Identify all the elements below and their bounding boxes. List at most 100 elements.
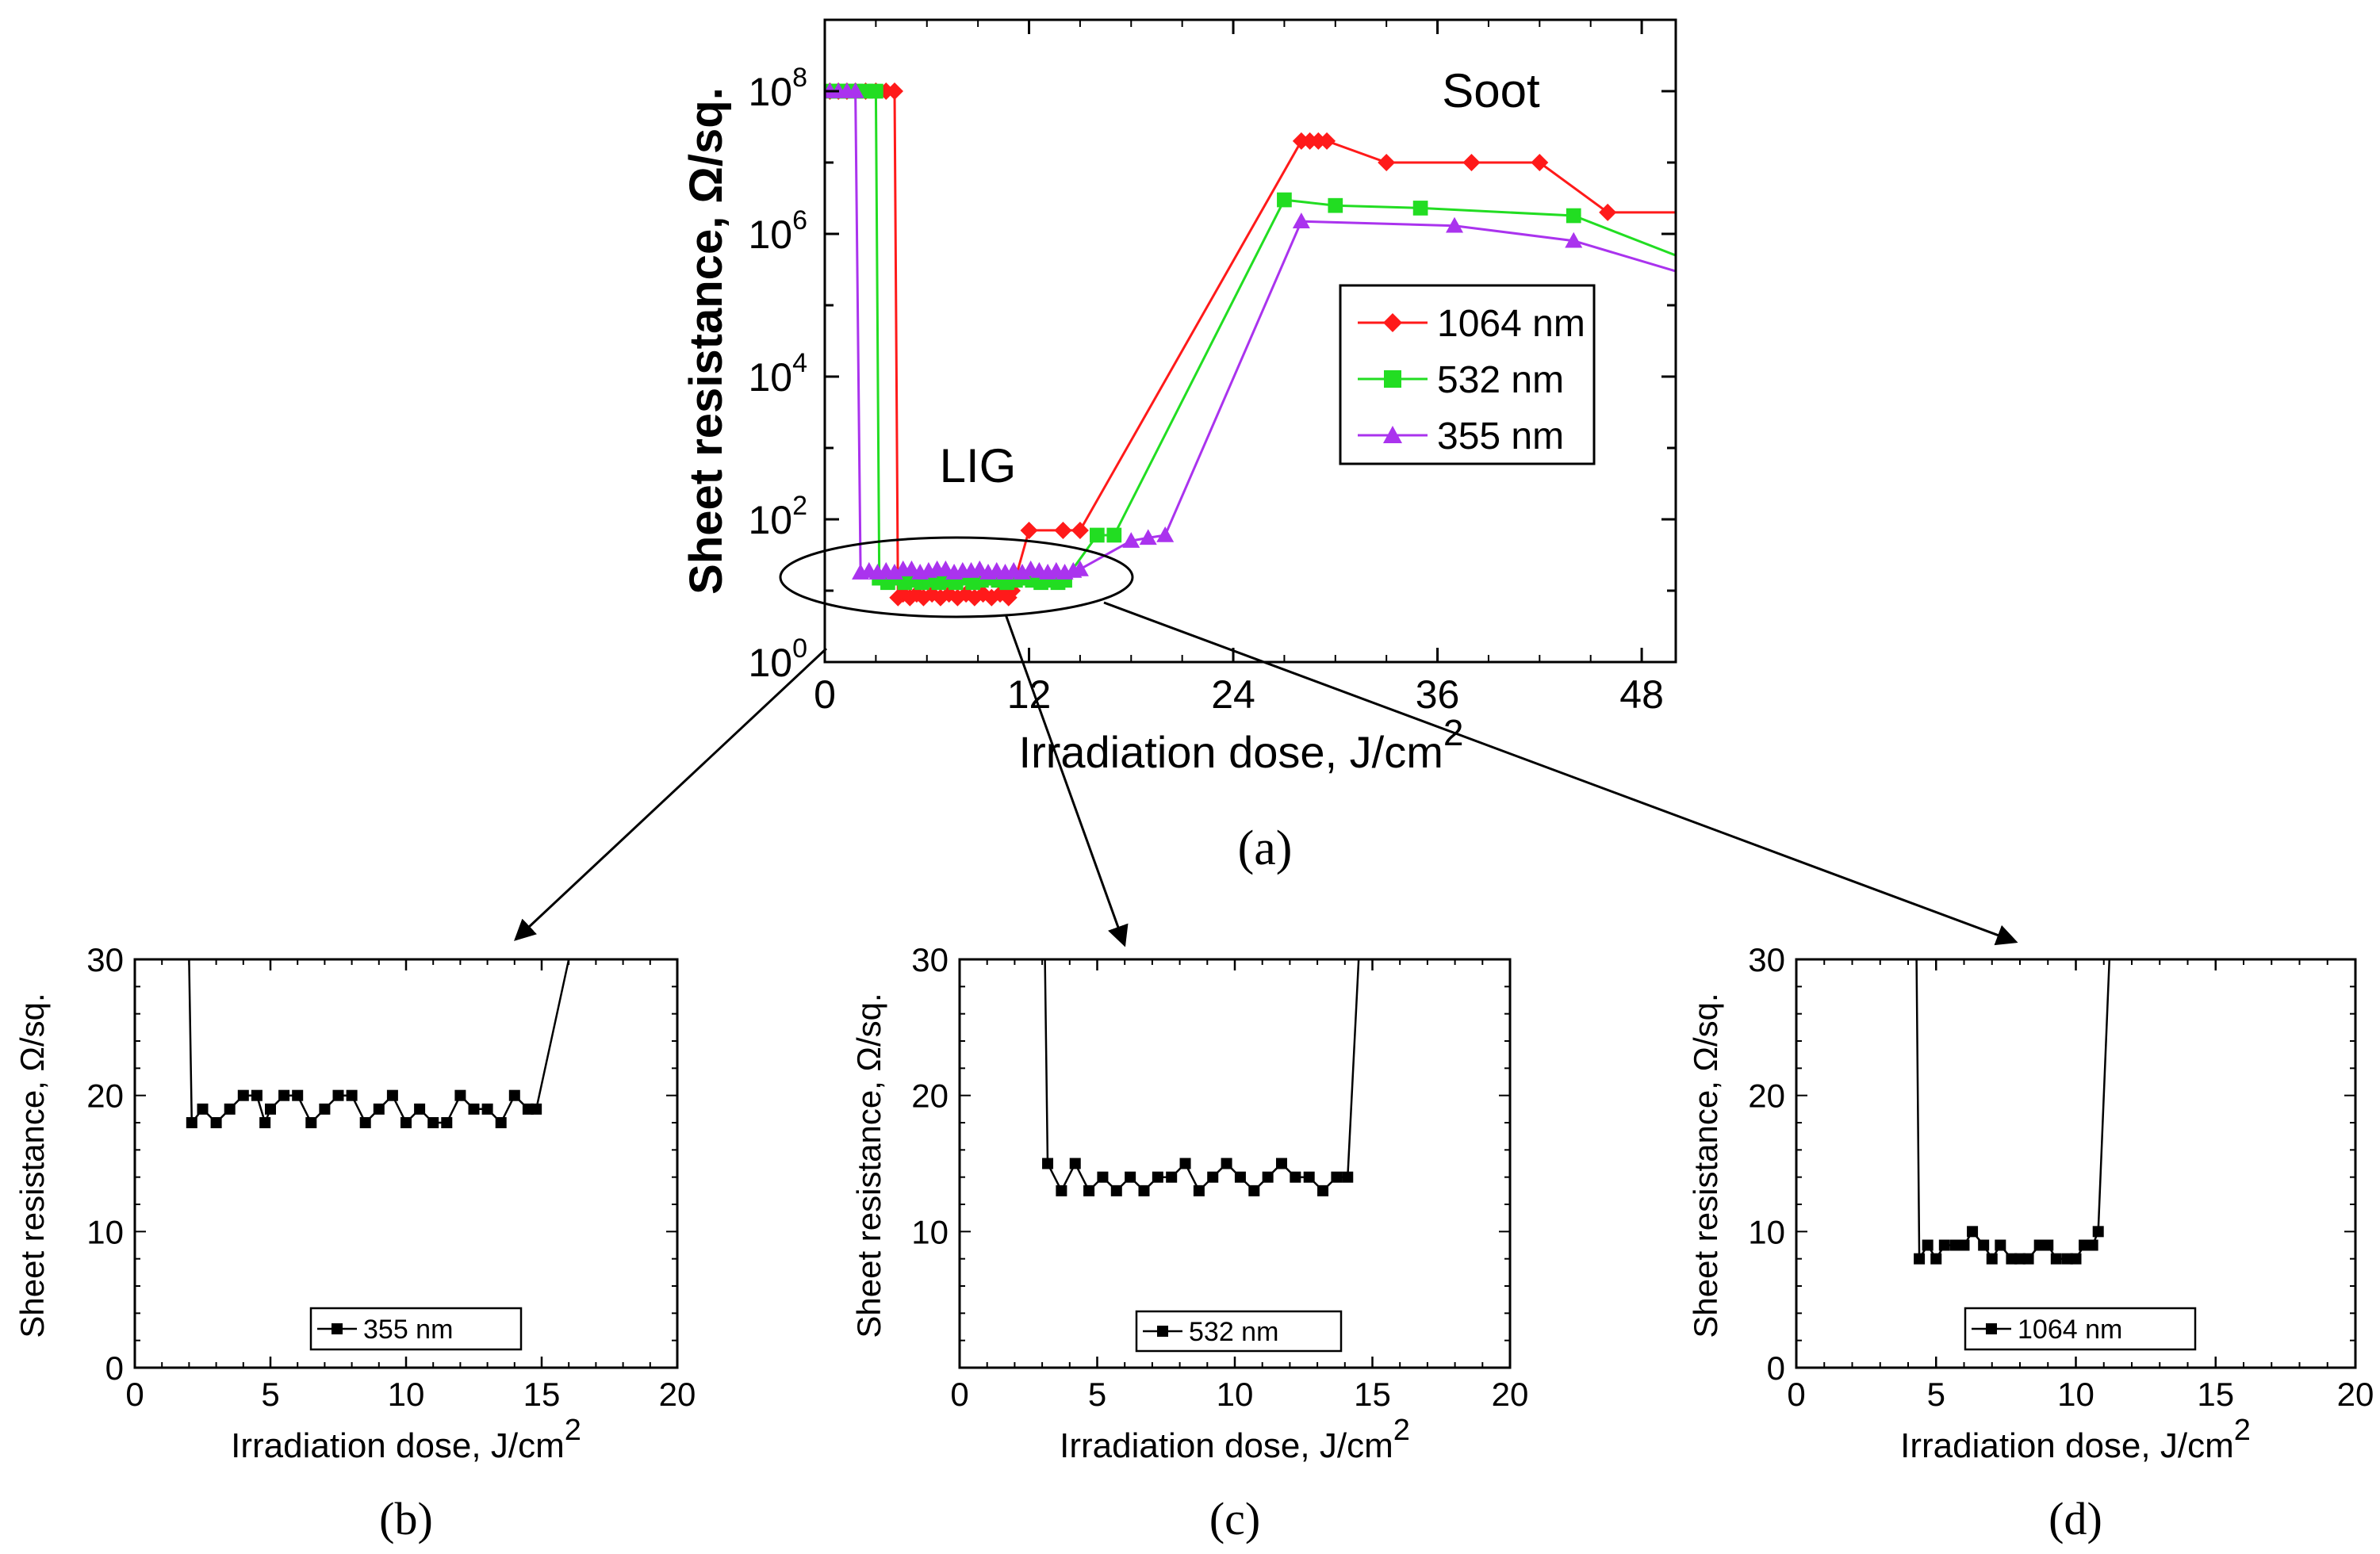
y-tick-base-a: 10 [748, 641, 792, 685]
series-b-point [386, 1089, 398, 1101]
legend-532-marker [1384, 370, 1401, 388]
series-c-point [1110, 1185, 1122, 1196]
series-b-point [414, 1103, 426, 1115]
y-tick-exp-a: 6 [792, 205, 807, 235]
y-tick-label-c: 10 [911, 1213, 949, 1250]
series-c-point [1069, 1158, 1081, 1169]
d-series-clip [1914, 959, 2111, 1265]
series-c-point [1042, 1158, 1054, 1169]
xlabel-a: Irradiation dose, J/cm2 [1019, 712, 1464, 777]
y-tick-label-a: 108 [748, 63, 807, 114]
series-b-point [332, 1089, 344, 1101]
legend-d: 1064 nm [1964, 1307, 2197, 1351]
panel-d-chart: 0 5 10 15 20 0 10 20 30 1064 nm Irradiation dose… [1687, 941, 2374, 1544]
y-tick-label-a: 106 [748, 205, 807, 257]
legend-b: 355 nm [309, 1307, 523, 1351]
y-tick-label-d: 10 [1748, 1213, 1785, 1250]
caption-b: (b) [379, 1493, 433, 1544]
series-d-point [1930, 1253, 1942, 1265]
series-b-point [259, 1117, 271, 1128]
x-tick-label-b: 15 [523, 1376, 561, 1413]
y-tick-label-b: 20 [86, 1077, 124, 1115]
y-tick-label-b: 10 [86, 1213, 124, 1250]
series-c-point [1083, 1185, 1095, 1196]
series-b-point [508, 1089, 520, 1101]
y-tick-exp-a: 4 [792, 348, 807, 378]
series-d-point [1914, 1253, 1926, 1265]
x-tick-label-b: 10 [388, 1376, 425, 1413]
series-355-nm-point [1565, 232, 1583, 248]
y-tick-label-d: 20 [1748, 1077, 1785, 1115]
series-d-point [1938, 1239, 1950, 1251]
series-c-point [1097, 1171, 1109, 1183]
legend-a: 1064 nm 532 nm 355 nm [1339, 284, 1596, 465]
series-355-nm-point [1292, 212, 1310, 228]
series-b-point [251, 1089, 263, 1101]
y-tick-base-a: 10 [748, 498, 792, 542]
series-b-point [531, 1103, 542, 1115]
panel-c-chart: 0 5 10 15 20 10 20 30 532 nm Irradiation dose, … [850, 941, 1528, 1544]
xlabel-d: Irradiation dose, J/cm2 [1900, 1414, 2251, 1465]
series-532-nm-point [1566, 208, 1581, 224]
series-b-point [197, 1103, 209, 1115]
x-tick-label-b: 5 [261, 1376, 279, 1413]
arrow-to-d [1103, 601, 2018, 946]
series-c-point [1166, 1171, 1178, 1183]
series-1064-nm-point [1531, 154, 1549, 171]
arrow-to-b [514, 647, 828, 941]
series-d-point [1949, 1239, 1961, 1251]
caption-a: (a) [1238, 821, 1293, 875]
y-tick-label-b: 30 [86, 941, 124, 978]
y-tick-exp-a: 0 [792, 633, 807, 664]
x-tick-label-a: 24 [1211, 672, 1255, 717]
series-c-point [1275, 1158, 1287, 1169]
series-b-point [454, 1089, 466, 1101]
series-b-point [468, 1103, 480, 1115]
series-b-point [319, 1103, 331, 1115]
legend-d-label: 1064 nm [2018, 1315, 2122, 1345]
legend-1064-label: 1064 nm [1437, 303, 1585, 345]
series-c-point [1303, 1171, 1315, 1183]
x-tick-label-b: 20 [659, 1376, 696, 1413]
x-tick-label-a: 48 [1619, 672, 1664, 717]
series-b-point [210, 1117, 222, 1128]
x-tick-label-d: 20 [2337, 1376, 2374, 1413]
c-series-clip [1042, 959, 1360, 1196]
soot-annotation: Soot [1442, 64, 1540, 117]
series-c-point [1262, 1171, 1274, 1183]
series-1064-nm-point [1378, 154, 1396, 171]
zoom-arrows [514, 601, 2018, 947]
series-b-point [186, 1117, 197, 1128]
series-c-point [1207, 1171, 1219, 1183]
legend-b-label: 355 nm [363, 1315, 453, 1345]
series-d-point [2050, 1253, 2062, 1265]
caption-c: (c) [1209, 1493, 1260, 1544]
series-d-point [1922, 1239, 1934, 1251]
series-d-point [2014, 1253, 2025, 1265]
series-532-nm-point [868, 83, 883, 99]
x-tick-label-c: 0 [950, 1376, 968, 1413]
series-c-point [1342, 1171, 1354, 1183]
series-1064-nm-point [1318, 132, 1336, 150]
series-355-nm-point [1122, 532, 1140, 548]
series-c-point [1056, 1185, 1067, 1196]
x-tick-label-a: 0 [814, 672, 836, 717]
series-d-point [1986, 1253, 1998, 1265]
legend-355-marker [1383, 426, 1402, 443]
series-d-point [1958, 1239, 1970, 1251]
y-tick-label-a: 100 [748, 633, 807, 685]
panel-b-chart: 0 5 10 15 20 0 10 20 30 355 nm Irradiation dose,… [13, 941, 696, 1544]
legend-b-marker [332, 1323, 343, 1334]
series-c-point [1125, 1171, 1136, 1183]
x-tick-label-c: 5 [1088, 1376, 1106, 1413]
legend-1064-marker [1383, 313, 1402, 332]
ylabel-a: Sheet resistance, Ω/sq. [680, 87, 732, 595]
lig-region-ellipse [779, 536, 1134, 618]
x-tick-label-d: 15 [2197, 1376, 2234, 1413]
x-tick-label-d: 10 [2057, 1376, 2094, 1413]
lig-annotation: LIG [940, 439, 1017, 492]
series-b-point [359, 1117, 371, 1128]
legend-c-marker [1157, 1326, 1168, 1337]
x-tick-label-b: 0 [125, 1376, 144, 1413]
x-tick-label-d: 0 [1787, 1376, 1805, 1413]
